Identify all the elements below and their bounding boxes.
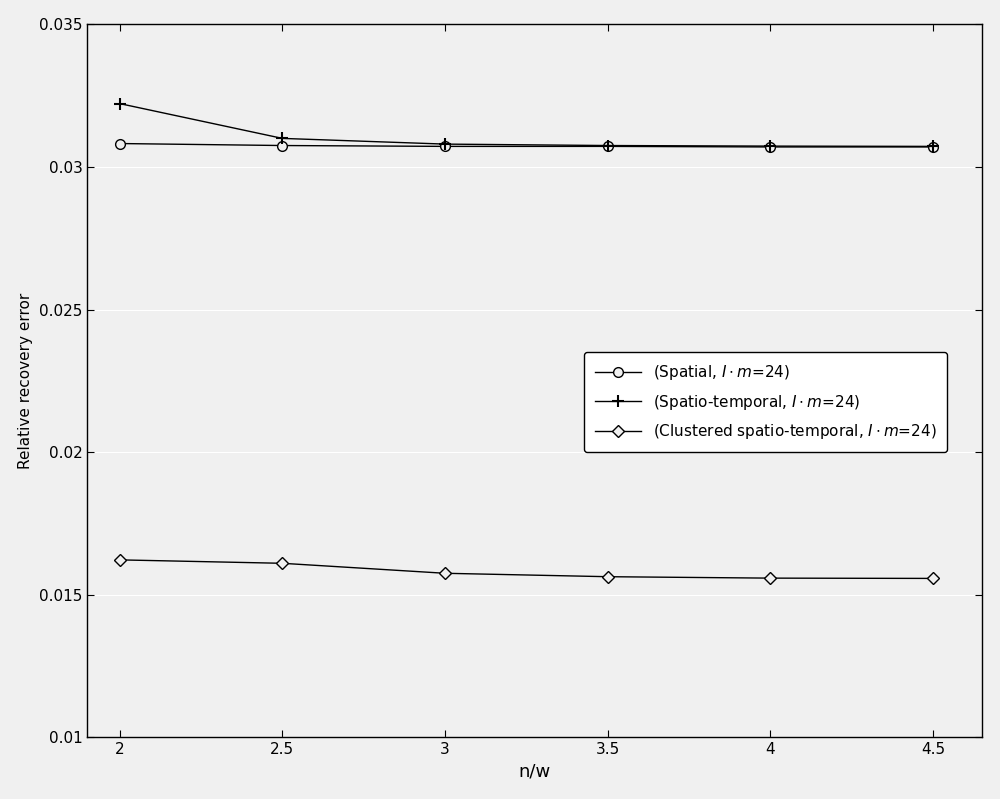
(Spatio-temporal, $\mathit{I}\cdot\mathit{m}$=24) — [602, 141, 614, 150]
(Spatial, $\mathit{I}\cdot\mathit{m}$=24) — [114, 139, 126, 149]
(Clustered spatio-temporal, $\mathit{I}\cdot\mathit{m}$=24) — [276, 559, 288, 568]
(Spatio-temporal, $\mathit{I}\cdot\mathit{m}$=24) — [276, 133, 288, 143]
(Spatio-temporal, $\mathit{I}\cdot\mathit{m}$=24) — [439, 139, 451, 149]
(Clustered spatio-temporal, $\mathit{I}\cdot\mathit{m}$=24) — [927, 574, 939, 583]
(Spatial, $\mathit{I}\cdot\mathit{m}$=24) — [764, 142, 776, 152]
(Spatio-temporal, $\mathit{I}\cdot\mathit{m}$=24) — [927, 141, 939, 151]
Line: (Spatial, $\mathit{I}\cdot\mathit{m}$=24): (Spatial, $\mathit{I}\cdot\mathit{m}$=24… — [115, 139, 938, 152]
Line: (Spatio-temporal, $\mathit{I}\cdot\mathit{m}$=24): (Spatio-temporal, $\mathit{I}\cdot\mathi… — [114, 97, 939, 153]
Legend: (Spatial, $\mathit{I}\cdot\mathit{m}$=24), (Spatio-temporal, $\mathit{I}\cdot\ma: (Spatial, $\mathit{I}\cdot\mathit{m}$=24… — [584, 352, 947, 452]
X-axis label: n/w: n/w — [518, 763, 551, 781]
(Spatial, $\mathit{I}\cdot\mathit{m}$=24) — [602, 141, 614, 151]
(Clustered spatio-temporal, $\mathit{I}\cdot\mathit{m}$=24) — [764, 574, 776, 583]
(Clustered spatio-temporal, $\mathit{I}\cdot\mathit{m}$=24) — [439, 568, 451, 578]
Line: (Clustered spatio-temporal, $\mathit{I}\cdot\mathit{m}$=24): (Clustered spatio-temporal, $\mathit{I}\… — [116, 556, 937, 582]
(Spatio-temporal, $\mathit{I}\cdot\mathit{m}$=24) — [764, 141, 776, 151]
Y-axis label: Relative recovery error: Relative recovery error — [18, 292, 33, 469]
(Clustered spatio-temporal, $\mathit{I}\cdot\mathit{m}$=24) — [114, 555, 126, 565]
(Spatial, $\mathit{I}\cdot\mathit{m}$=24) — [927, 142, 939, 152]
(Spatial, $\mathit{I}\cdot\mathit{m}$=24) — [276, 141, 288, 150]
(Clustered spatio-temporal, $\mathit{I}\cdot\mathit{m}$=24) — [602, 572, 614, 582]
(Spatio-temporal, $\mathit{I}\cdot\mathit{m}$=24) — [114, 99, 126, 109]
(Spatial, $\mathit{I}\cdot\mathit{m}$=24) — [439, 141, 451, 151]
